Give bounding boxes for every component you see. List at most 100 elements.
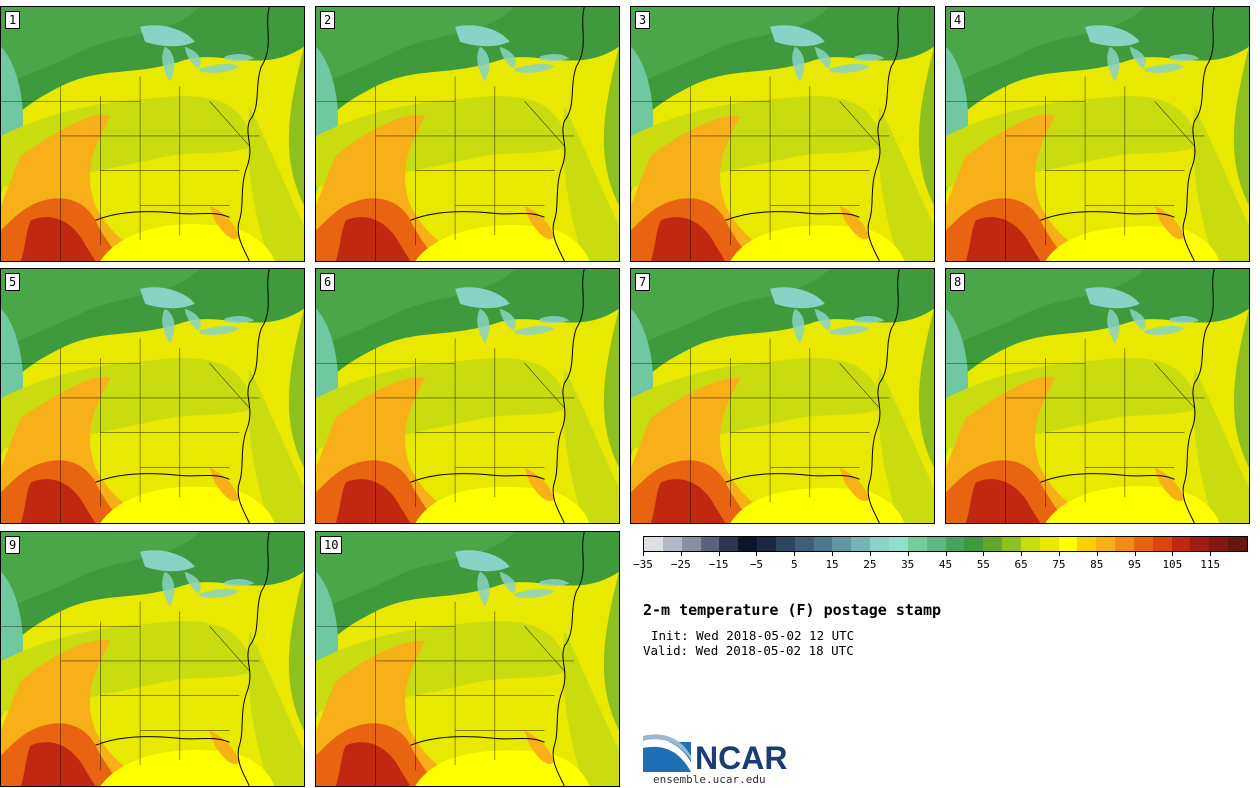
colorbar-segment <box>775 537 795 551</box>
colorbar-tick-label: −35 <box>633 558 653 571</box>
colorbar-tick <box>643 552 644 556</box>
colorbar-segment <box>870 537 889 551</box>
colorbar-segment <box>1152 537 1172 551</box>
colorbar-tick-label: 105 <box>1162 558 1183 571</box>
colorbar-segment <box>832 537 852 551</box>
member-panel-7[interactable]: 7 <box>630 268 935 524</box>
colorbar-segment <box>964 537 984 551</box>
colorbar-tick <box>680 552 682 556</box>
member-label: 8 <box>950 273 966 291</box>
colorbar-tick-label: −25 <box>670 558 691 571</box>
colorbar-segment <box>1190 537 1210 551</box>
member-panel-8[interactable]: 8 <box>945 268 1250 524</box>
member-panel-4[interactable]: 4 <box>945 6 1250 262</box>
colorbar-segment <box>1002 537 1021 551</box>
colorbar-segment <box>681 537 701 551</box>
colorbar-tick <box>1210 552 1212 556</box>
colorbar-segment <box>794 537 814 551</box>
colorbar-segment <box>813 537 833 551</box>
ncar-logo[interactable]: NCAR <box>643 732 793 772</box>
plot-title: 2-m temperature (F) postage stamp <box>643 601 942 619</box>
member-panel-10[interactable]: 10 <box>315 531 620 787</box>
temperature-map <box>1 532 304 786</box>
colorbar-tick <box>945 552 947 556</box>
colorbar-segment <box>1039 537 1059 551</box>
member-panel-6[interactable]: 6 <box>315 268 620 524</box>
colorbar-tick-label: 115 <box>1200 558 1221 571</box>
colorbar-ticks: −35 −25 −15 −5 5 15 25 35 45 55 65 75 85 95 105 115 <box>633 552 1248 574</box>
colorbar-segment <box>1096 537 1116 551</box>
member-label: 10 <box>320 536 343 554</box>
colorbar-tick-label: 45 <box>938 558 953 571</box>
member-label: 5 <box>5 273 21 291</box>
colorbar <box>643 536 1248 552</box>
colorbar-segment <box>983 537 1003 551</box>
colorbar-segment <box>907 537 927 551</box>
colorbar-tick-label: 85 <box>1090 558 1104 571</box>
colorbar-tick <box>756 552 758 556</box>
temperature-map <box>631 269 934 523</box>
colorbar-segment <box>1209 537 1229 551</box>
member-label: 1 <box>5 11 21 29</box>
colorbar-segment <box>1228 537 1247 551</box>
member-panel-1[interactable]: 1 <box>0 6 305 262</box>
colorbar-tick-label: 15 <box>825 558 839 571</box>
temperature-map <box>316 7 619 261</box>
member-panel-5[interactable]: 5 <box>0 268 305 524</box>
colorbar-tick-label: −5 <box>749 558 764 571</box>
colorbar-segment <box>1020 537 1040 551</box>
colorbar-segment <box>888 537 908 551</box>
colorbar-segment <box>644 537 663 551</box>
colorbar-tick <box>907 552 909 556</box>
colorbar-tick-label: 5 <box>790 558 798 571</box>
colorbar-segment <box>945 537 965 551</box>
colorbar-tick <box>718 552 720 556</box>
colorbar-tick-label: 65 <box>1014 558 1028 571</box>
colorbar-segment <box>1077 537 1097 551</box>
colorbar-tick <box>1021 552 1023 556</box>
temperature-map <box>316 269 619 523</box>
valid-time: Valid: Wed 2018-05-02 18 UTC <box>643 643 854 658</box>
colorbar-tick <box>1172 552 1174 556</box>
colorbar-tick <box>1096 552 1098 556</box>
colorbar-segment <box>851 537 871 551</box>
colorbar-tick <box>1058 552 1060 556</box>
colorbar-segment <box>1133 537 1153 551</box>
colorbar-segment <box>1058 537 1078 551</box>
svg-text:NCAR: NCAR <box>695 740 787 772</box>
temperature-map <box>1 269 304 523</box>
member-panel-2[interactable]: 2 <box>315 6 620 262</box>
colorbar-tick <box>983 552 985 556</box>
colorbar-tick-label: 55 <box>976 558 990 571</box>
temperature-map <box>631 7 934 261</box>
member-label: 4 <box>950 11 966 29</box>
colorbar-tick <box>794 552 796 556</box>
colorbar-segment <box>1171 537 1191 551</box>
colorbar-segment <box>700 537 720 551</box>
colorbar-segment <box>662 537 682 551</box>
colorbar-segment <box>1115 537 1134 551</box>
member-label: 3 <box>635 11 651 29</box>
temperature-map <box>1 7 304 261</box>
colorbar-tick-label: 95 <box>1127 558 1142 571</box>
colorbar-segment <box>757 537 776 551</box>
colorbar-tick <box>869 552 871 556</box>
colorbar-tick-label: 25 <box>863 558 877 571</box>
temperature-map <box>946 7 1249 261</box>
member-label: 2 <box>320 11 336 29</box>
member-label: 7 <box>635 273 651 291</box>
member-label: 6 <box>320 273 336 291</box>
temperature-map <box>316 532 619 786</box>
temperature-map <box>946 269 1249 523</box>
member-panel-9[interactable]: 9 <box>0 531 305 787</box>
colorbar-tick <box>1134 552 1136 556</box>
init-time: Init: Wed 2018-05-02 12 UTC <box>651 628 855 643</box>
colorbar-tick <box>832 552 834 556</box>
colorbar-segment <box>738 537 758 551</box>
member-panel-3[interactable]: 3 <box>630 6 935 262</box>
colorbar-tick-label: −15 <box>708 558 729 571</box>
colorbar-segment <box>926 537 946 551</box>
colorbar-tick-label: 75 <box>1052 558 1066 571</box>
member-label: 9 <box>5 536 21 554</box>
colorbar-tick-label: 35 <box>901 558 915 571</box>
